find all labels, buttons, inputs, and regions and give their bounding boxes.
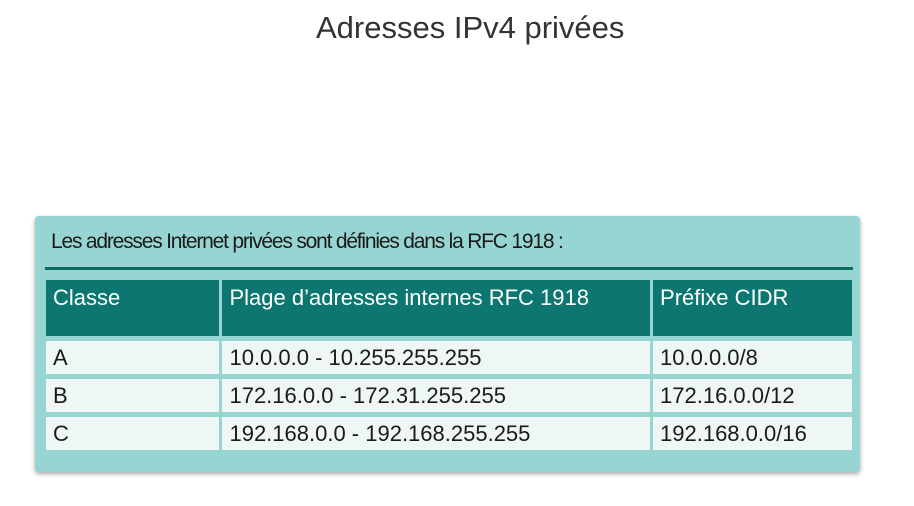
cell-class: C: [46, 417, 220, 450]
private-address-table: Classe Plage d’adresses internes RFC 191…: [43, 275, 855, 455]
page-title: Adresses IPv4 privées: [316, 10, 625, 45]
cell-cidr: 10.0.0.0/8: [653, 341, 852, 374]
cell-class: B: [46, 379, 220, 412]
table-header-row: Classe Plage d’adresses internes RFC 191…: [46, 280, 852, 336]
table-row: C 192.168.0.0 - 192.168.255.255 192.168.…: [46, 417, 852, 450]
table-row: A 10.0.0.0 - 10.255.255.255 10.0.0.0/8: [46, 341, 852, 374]
table-row: B 172.16.0.0 - 172.31.255.255 172.16.0.0…: [46, 379, 852, 412]
panel-caption: Les adresses Internet privées sont défin…: [51, 230, 564, 253]
info-panel: Les adresses Internet privées sont défin…: [35, 216, 860, 472]
cell-range: 172.16.0.0 - 172.31.255.255: [222, 379, 651, 412]
cell-range: 192.168.0.0 - 192.168.255.255: [222, 417, 651, 450]
column-header-class: Classe: [46, 280, 220, 336]
cell-range: 10.0.0.0 - 10.255.255.255: [222, 341, 651, 374]
cell-cidr: 192.168.0.0/16: [653, 417, 852, 450]
cell-class: A: [46, 341, 220, 374]
column-header-cidr: Préfixe CIDR: [653, 280, 852, 336]
cell-cidr: 172.16.0.0/12: [653, 379, 852, 412]
divider: [45, 267, 853, 270]
column-header-range: Plage d’adresses internes RFC 1918: [222, 280, 651, 336]
